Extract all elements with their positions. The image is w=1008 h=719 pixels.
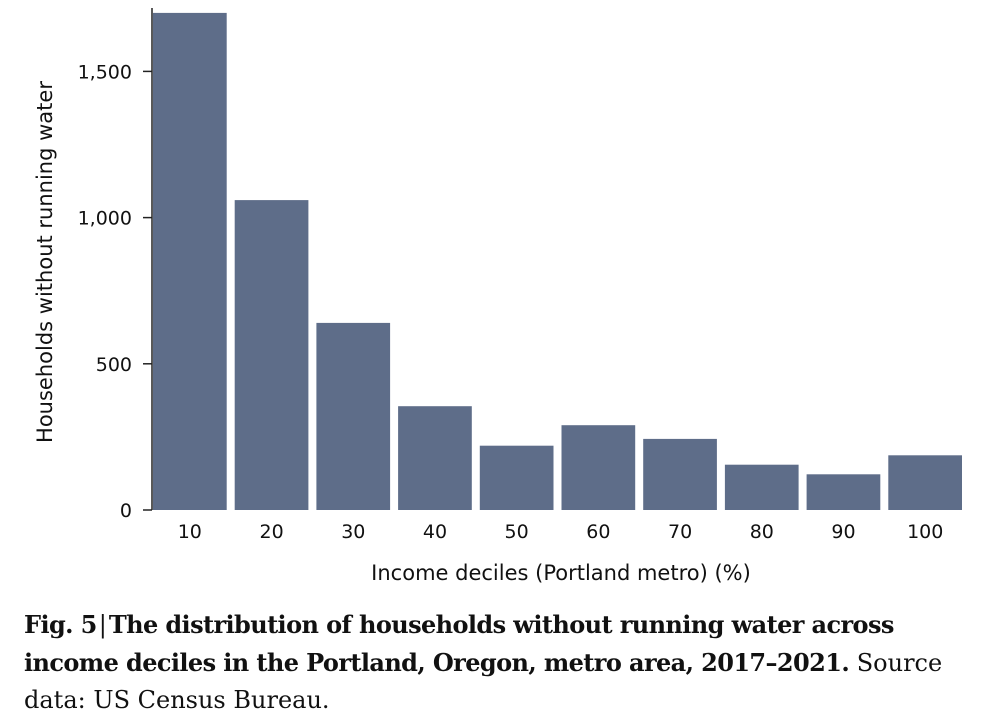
bar-60 (561, 425, 636, 510)
bar-40 (398, 406, 472, 510)
y-tick-label: 1,500 (78, 61, 132, 83)
x-tick-label-50: 50 (505, 521, 529, 543)
bar-100 (888, 455, 962, 510)
caption-title: The distribution of households without r… (24, 610, 894, 677)
y-tick-label: 500 (96, 354, 132, 376)
x-tick-label-70: 70 (668, 521, 692, 543)
x-tick-label-10: 10 (178, 521, 202, 543)
x-ticks: 10 20 30 40 50 60 70 80 90 100 (178, 521, 944, 543)
caption-separator: | (98, 611, 107, 639)
bar-80 (724, 464, 799, 510)
y-ticks: 0 500 1,000 1,500 (78, 61, 152, 522)
bar-30 (316, 322, 391, 510)
y-tick-label: 1,000 (78, 208, 132, 230)
figure-label: Fig. 5 (24, 610, 97, 639)
y-tick-label: 0 (120, 500, 132, 522)
bar-90 (806, 474, 881, 510)
bar-20 (234, 200, 309, 510)
x-tick-label-60: 60 (586, 521, 610, 543)
x-tick-label-40: 40 (423, 521, 447, 543)
x-tick-label-30: 30 (341, 521, 365, 543)
y-axis-title: Households without running water (33, 81, 57, 443)
bar-70 (643, 438, 717, 510)
x-axis-title: Income deciles (Portland metro) (%) (371, 561, 751, 585)
figure-caption: Fig. 5|The distribution of households wi… (24, 606, 984, 719)
chart: 0 500 1,000 1,500 10 20 30 40 50 60 70 80 90 100 Hou… (33, 8, 962, 585)
x-tick-label-90: 90 (831, 521, 855, 543)
bars (153, 12, 962, 511)
bar-50 (479, 445, 554, 510)
bar-10 (153, 12, 227, 511)
caption-source: Source data: US Census Bureau. (24, 649, 943, 714)
x-tick-label-80: 80 (750, 521, 774, 543)
x-tick-label-20: 20 (260, 521, 284, 543)
x-tick-label-100: 100 (907, 521, 943, 543)
